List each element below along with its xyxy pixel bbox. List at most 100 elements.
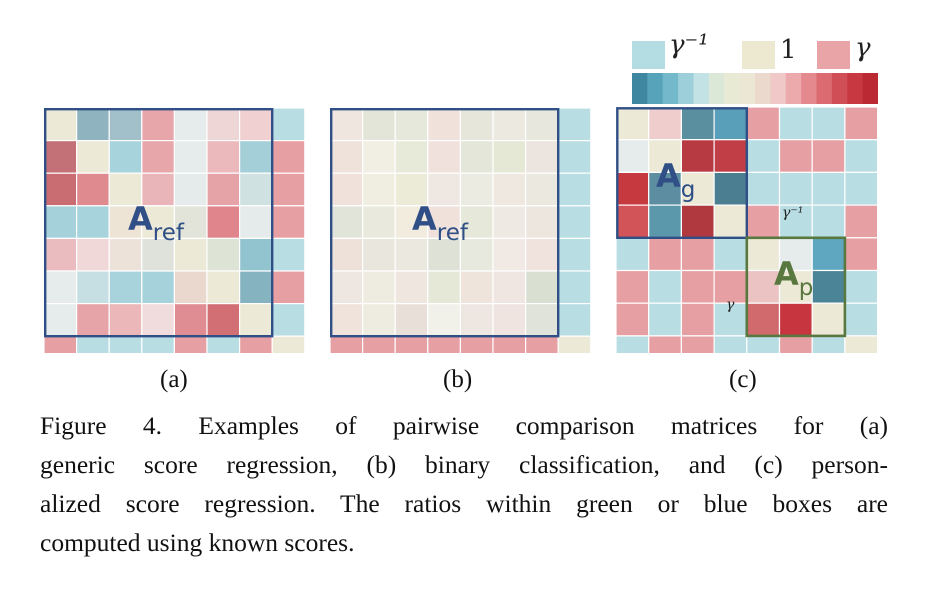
matrix-cell [108,303,143,337]
matrix-cell [778,107,813,141]
matrix-cell [713,139,748,174]
matrix-cell [525,139,559,174]
matrix-cell [44,172,78,207]
matrix-cell [811,237,846,272]
matrix-cell [778,139,813,174]
matrix-cell [746,335,781,353]
matrix-cell [844,302,879,337]
matrix-cell [108,270,143,305]
matrix-cell [75,139,110,174]
matrix-cell [811,107,846,141]
matrix-cell [239,335,273,353]
matrix-cell [557,108,592,142]
matrix-cell [811,269,846,304]
annotation-gamma-inv: γ⁻¹ [782,205,803,221]
matrix-cell [811,335,846,353]
matrix-cell [648,335,683,353]
matrix-cell [778,302,813,337]
matrix-cell [557,172,592,207]
caption-line: computed using known scores. [40,528,355,557]
matrix-cell [173,172,208,207]
matrix-cell [844,107,879,141]
matrix-cell [271,205,306,240]
matrix-cell [616,269,650,304]
matrix-cell [361,205,396,240]
matrix-cell [616,204,650,239]
gradient-step [724,73,741,104]
matrix-cell [680,237,715,272]
legend-label-gamma: γ [855,33,871,63]
panel-label-c: (c) [729,366,757,393]
legend-label-gamma-inv: γ⁻¹ [669,30,709,60]
matrix-cell [648,107,683,141]
matrix-cell [844,237,879,272]
matrix-panel-c: Ag Ap γ⁻¹ γ [616,107,879,353]
matrix-cell [557,139,592,174]
matrix-cell [394,139,429,174]
matrix-cell [616,302,650,337]
matrix-cell [844,171,879,206]
matrix-cell [206,172,241,207]
matrix-cell [330,237,364,272]
matrix-cell [173,139,208,174]
matrix-cell [206,270,241,305]
matrix-cell [616,335,650,353]
matrix-cell [108,108,143,142]
matrix-cell [44,237,78,272]
known-scores-box [330,108,560,338]
matrix-cell [459,270,494,305]
gradient-step [662,73,679,104]
matrix-cell [680,269,715,304]
matrix-cell [271,139,306,174]
matrix-cell [75,303,110,337]
matrix-cell [44,139,78,174]
matrix-cell [616,139,650,174]
matrix-cell [173,108,208,142]
matrix-cell [271,237,306,272]
gradient-step [632,73,648,104]
matrix-cell [394,172,429,207]
personal-known-box [745,236,847,338]
matrix-label-a-ref: Aref [128,200,185,246]
matrix-cell [844,139,879,174]
matrix-cell [141,205,176,240]
matrix-cell [492,237,527,272]
panel-label-b: (b) [443,366,473,393]
matrix-cell [361,108,396,142]
matrix-cell [525,270,559,305]
matrix-cell [713,204,748,239]
matrix-cell [206,205,241,240]
matrix-cell [330,139,364,174]
matrix-cell [330,270,364,305]
matrix-cell [427,139,462,174]
matrix-cell [239,172,273,207]
matrix-cell [525,237,559,272]
gradient-step [739,73,756,104]
caption-line: generic score regression, (b) binary cla… [40,450,888,479]
matrix-cell [459,108,494,142]
annotation-gamma: γ [726,297,735,313]
matrix-cell [239,237,273,272]
matrix-cell [492,205,527,240]
matrix-cell [459,237,494,272]
matrix-cell [361,172,396,207]
matrix-cell [811,302,846,337]
matrix-cell [394,270,429,305]
matrix-cell [271,108,306,142]
legend-swatch-one [742,41,775,69]
matrix-cell [557,237,592,272]
panel-label-a: (a) [160,366,188,393]
matrix-cell [239,270,273,305]
matrix-cell [108,172,143,207]
matrix-cell [713,237,748,272]
matrix-cell [746,269,781,304]
matrix-cell [746,171,781,206]
matrix-cell [239,205,273,240]
matrix-label-a-p: Ap [774,255,813,301]
matrix-cell [616,107,650,141]
matrix-cell [492,270,527,305]
matrix-cell [713,269,748,304]
matrix-cell [844,335,879,353]
matrix-panel-a: Aref [44,108,306,353]
matrix-cell [330,335,364,353]
